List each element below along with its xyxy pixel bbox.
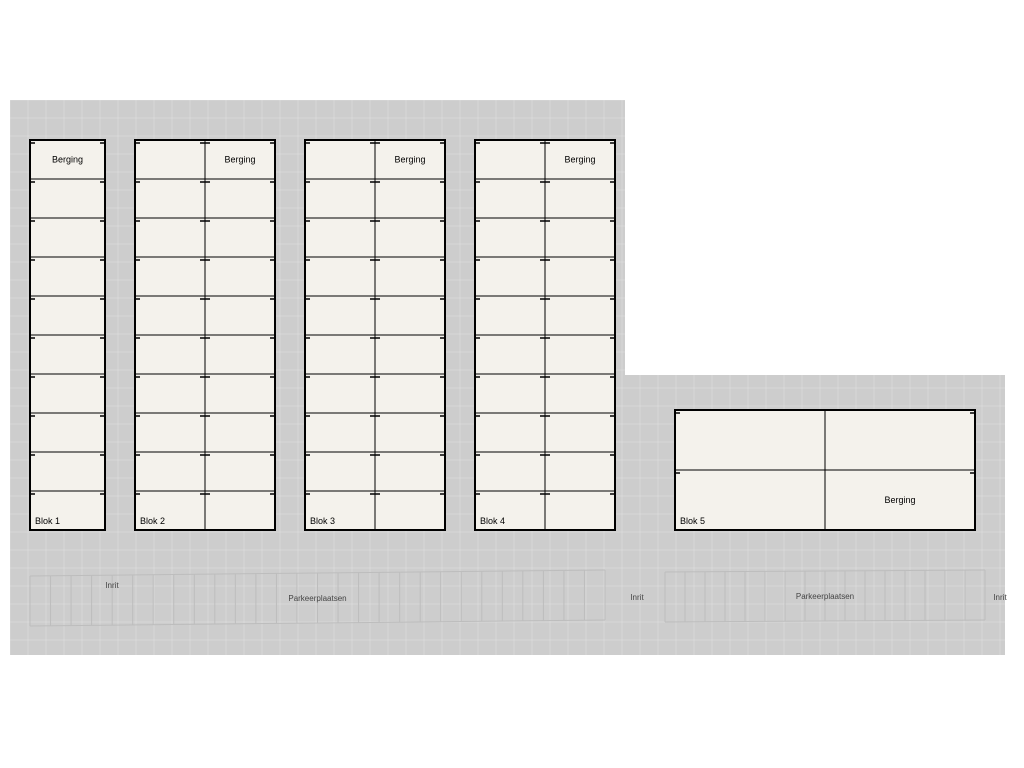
- parkeerplaatsen-label: Parkeerplaatsen: [288, 594, 346, 603]
- berging-label: Berging: [224, 155, 255, 165]
- blok4: Berging Blok 4: [475, 140, 615, 530]
- berging-label: Berging: [52, 155, 83, 165]
- berging-label: Berging: [394, 155, 425, 165]
- parkeerplaatsen-label: Parkeerplaatsen: [796, 592, 854, 601]
- inrit-label-1: Inrit: [630, 593, 644, 602]
- block-name-label: Blok 4: [480, 516, 505, 526]
- block-name-label: Blok 5: [680, 516, 705, 526]
- blok5: Berging Blok 5: [675, 410, 975, 530]
- block-name-label: Blok 1: [35, 516, 60, 526]
- blok1: Berging Blok 1: [30, 140, 105, 530]
- block-name-label: Blok 2: [140, 516, 165, 526]
- block-name-label: Blok 3: [310, 516, 335, 526]
- berging-label: Berging: [884, 495, 915, 505]
- inrit-label-0: Inrit: [105, 581, 119, 590]
- inrit-label-2: Inrit: [993, 593, 1007, 602]
- blok2: Berging Blok 2: [135, 140, 275, 530]
- blok3: Berging Blok 3: [305, 140, 445, 530]
- floor-plan: BergingBlok 1BergingBlok 2BergingBlok 3B…: [0, 0, 1024, 768]
- berging-label: Berging: [564, 155, 595, 165]
